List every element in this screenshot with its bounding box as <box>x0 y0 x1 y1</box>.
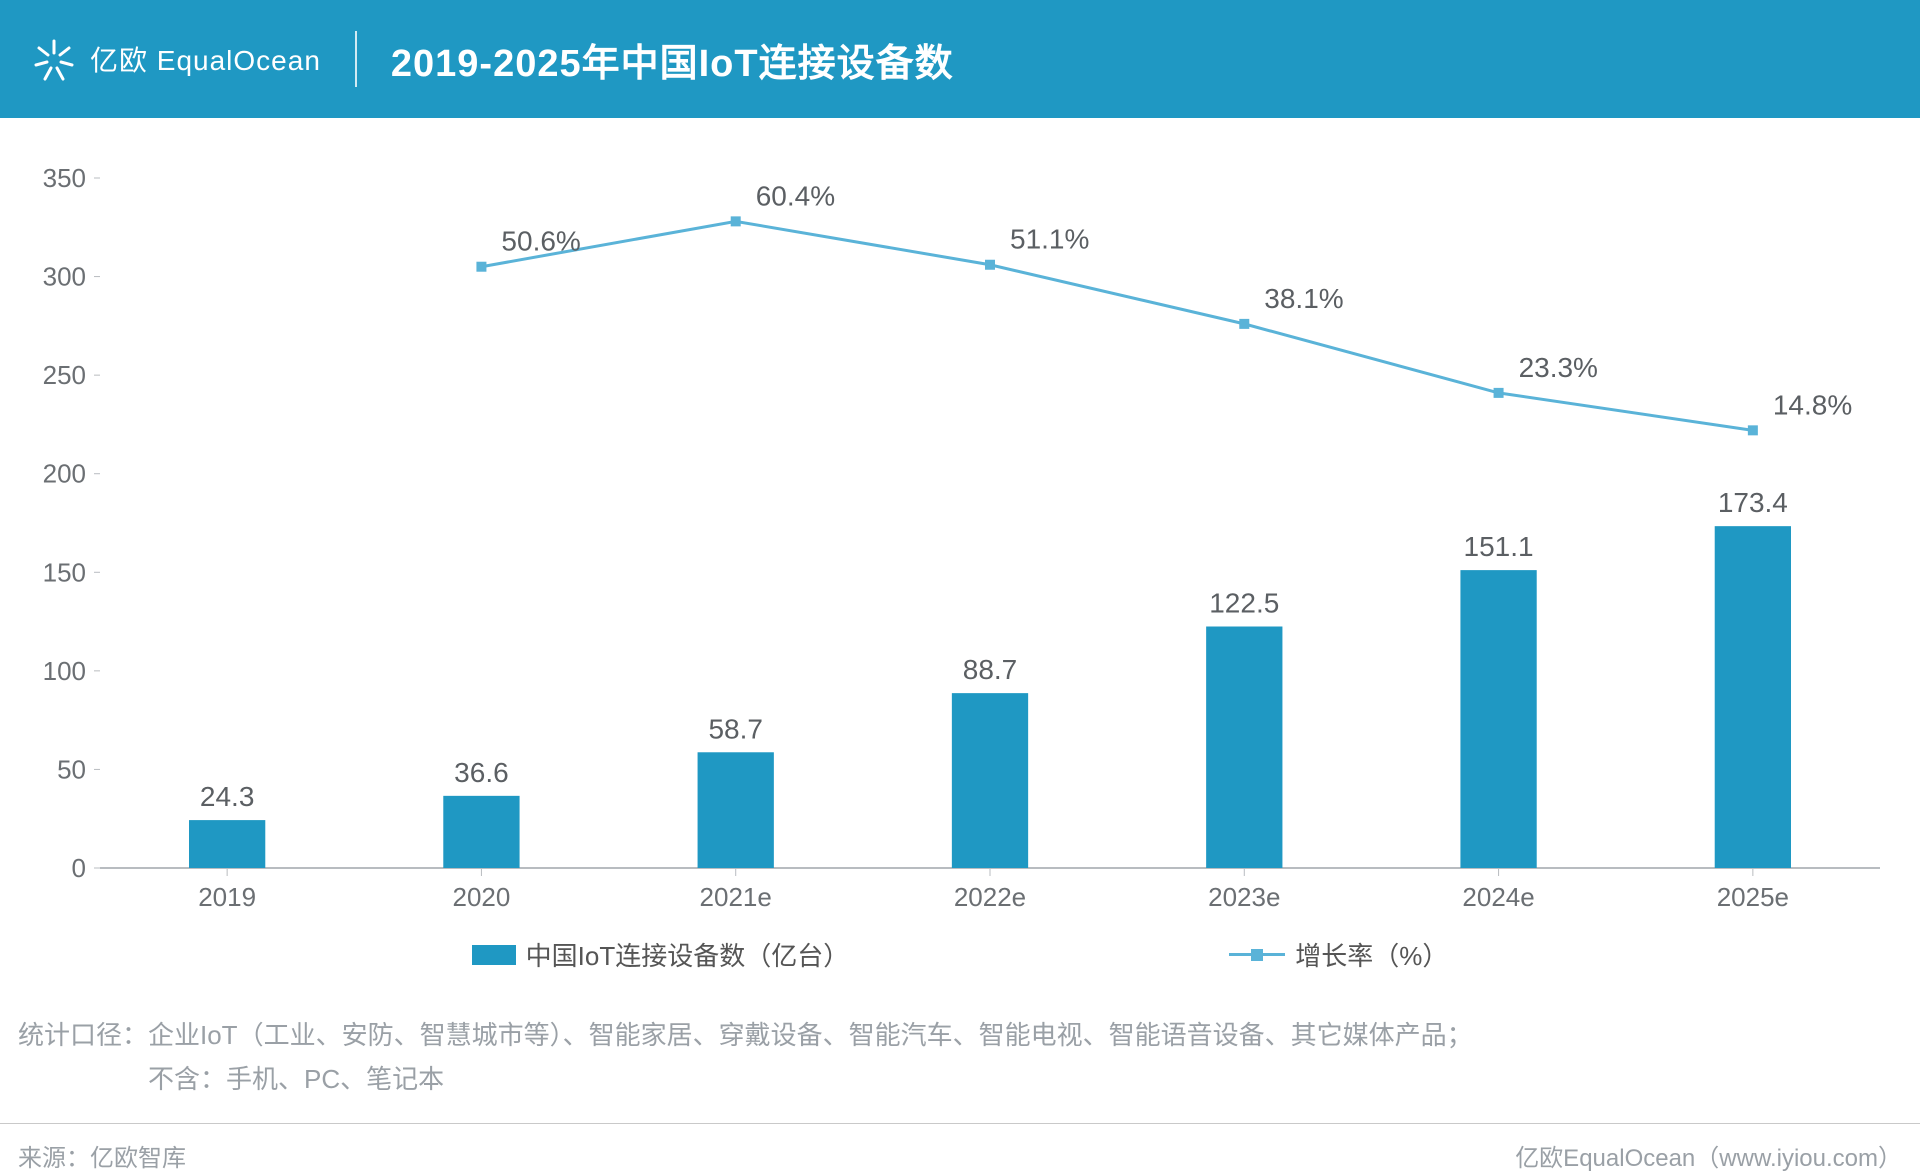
svg-text:50: 50 <box>57 754 86 784</box>
header-bar: 亿欧 EqualOcean 2019-2025年中国IoT连接设备数 <box>0 0 1920 118</box>
svg-text:2022e: 2022e <box>954 882 1026 912</box>
footer-brand: 亿欧EqualOcean（www.iyiou.com） <box>1515 1138 1902 1173</box>
logo-text: 亿欧 EqualOcean <box>90 39 321 79</box>
svg-text:150: 150 <box>43 557 86 587</box>
svg-text:2023e: 2023e <box>1208 882 1280 912</box>
legend-line-swatch <box>1229 953 1285 956</box>
svg-text:2025e: 2025e <box>1717 882 1789 912</box>
note-line-1: 统计口径：企业IoT（工业、安防、智慧城市等）、智能家居、穿戴设备、智能汽车、智… <box>18 1013 1920 1057</box>
legend-line-label: 增长率（%） <box>1295 936 1448 973</box>
svg-text:100: 100 <box>43 656 86 686</box>
legend-line-item: 增长率（%） <box>1229 936 1448 973</box>
svg-text:14.8%: 14.8% <box>1773 389 1852 420</box>
svg-text:50.6%: 50.6% <box>501 226 580 257</box>
note-line-2: 不含：手机、PC、笔记本 <box>18 1057 1920 1101</box>
page-title: 2019-2025年中国IoT连接设备数 <box>391 32 954 87</box>
combo-chart: 0 50 100 150 200 250 300 350 24.3 2019 36.6 2020 58.… <box>10 148 1910 928</box>
svg-text:350: 350 <box>43 163 86 193</box>
svg-text:2020: 2020 <box>453 882 511 912</box>
svg-text:24.3: 24.3 <box>200 781 255 812</box>
svg-text:300: 300 <box>43 262 86 292</box>
legend-bar-label: 中国IoT连接设备数（亿台） <box>526 936 850 973</box>
svg-text:122.5: 122.5 <box>1209 588 1279 619</box>
svg-text:2019: 2019 <box>198 882 256 912</box>
svg-text:200: 200 <box>43 459 86 489</box>
svg-text:51.1%: 51.1% <box>1010 224 1089 255</box>
svg-text:38.1%: 38.1% <box>1264 283 1343 314</box>
notes-block: 统计口径：企业IoT（工业、安防、智慧城市等）、智能家居、穿戴设备、智能汽车、智… <box>18 1013 1920 1101</box>
svg-text:36.6: 36.6 <box>454 757 509 788</box>
svg-text:0: 0 <box>72 853 86 883</box>
footer-source: 来源：亿欧智库 <box>18 1138 186 1173</box>
legend-bar-swatch <box>472 945 516 965</box>
svg-text:2021e: 2021e <box>700 882 772 912</box>
brand-logo: 亿欧 EqualOcean <box>30 35 321 83</box>
svg-text:58.7: 58.7 <box>708 713 763 744</box>
legend: 中国IoT连接设备数（亿台） 增长率（%） <box>0 936 1920 973</box>
legend-bar-item: 中国IoT连接设备数（亿台） <box>472 936 850 973</box>
header-divider <box>355 31 357 87</box>
svg-text:250: 250 <box>43 360 86 390</box>
svg-text:88.7: 88.7 <box>963 654 1018 685</box>
chart-svg: 0 50 100 150 200 250 300 350 24.3 2019 36.6 2020 58.… <box>10 148 1910 928</box>
svg-text:2024e: 2024e <box>1462 882 1534 912</box>
footer: 来源：亿欧智库 亿欧EqualOcean（www.iyiou.com） <box>0 1123 1920 1173</box>
svg-text:23.3%: 23.3% <box>1519 352 1598 383</box>
svg-text:151.1: 151.1 <box>1464 531 1534 562</box>
svg-text:173.4: 173.4 <box>1718 487 1788 518</box>
svg-text:60.4%: 60.4% <box>756 180 835 211</box>
logo-icon <box>30 35 78 83</box>
